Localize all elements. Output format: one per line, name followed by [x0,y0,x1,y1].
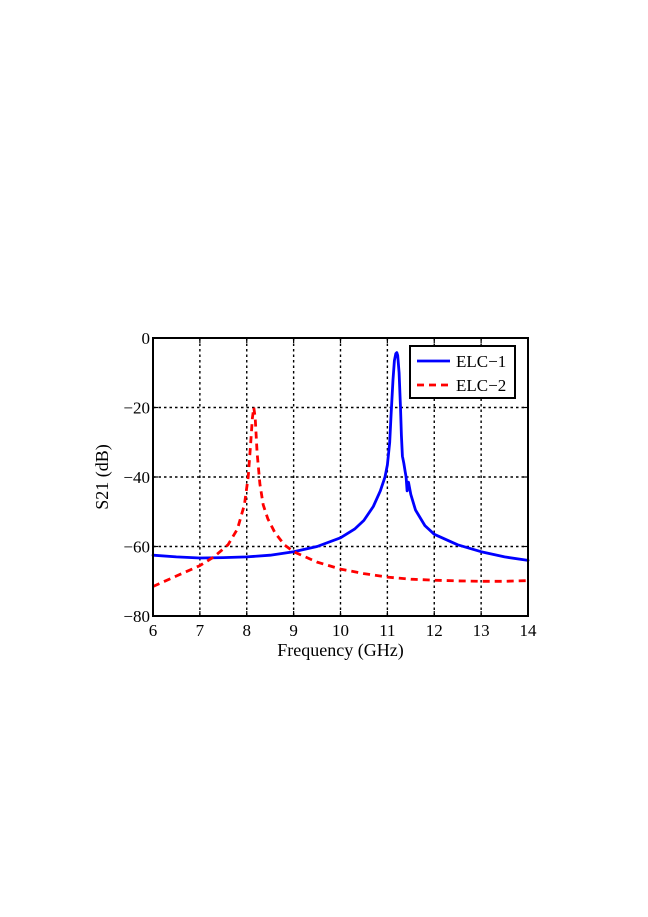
x-tick-label: 14 [520,621,538,640]
x-tick-label: 12 [426,621,443,640]
x-tick-label: 10 [332,621,349,640]
series-line-1 [151,351,530,562]
y-tick-label: −20 [123,399,150,418]
y-tick-label: −80 [123,607,150,626]
legend-label-elc2: ELC−2 [456,376,506,395]
y-axis-label: S21 (dB) [92,444,113,510]
y-tick-labels: 0 −20 −40 −60 −80 [123,329,150,626]
legend: ELC−1 ELC−2 [409,345,516,399]
x-tick-label: 8 [243,621,252,640]
y-tick-label: −60 [123,538,150,557]
x-axis-label: Frequency (GHz) [277,640,403,661]
axis-ticks [152,337,529,617]
y-tick-label: −40 [123,468,150,487]
x-tick-label: 6 [149,621,158,640]
series-layer [151,351,530,588]
x-tick-label: 13 [473,621,490,640]
y-tick-label: 0 [142,329,151,348]
x-tick-labels: 6 7 8 9 10 11 12 13 14 [149,621,537,640]
grid-lines [153,338,528,616]
x-tick-label: 9 [289,621,298,640]
legend-label-elc1: ELC−1 [456,352,506,371]
series-line-2 [152,406,529,588]
x-tick-label: 7 [196,621,205,640]
legend-box [409,345,516,399]
x-tick-label: 11 [379,621,395,640]
